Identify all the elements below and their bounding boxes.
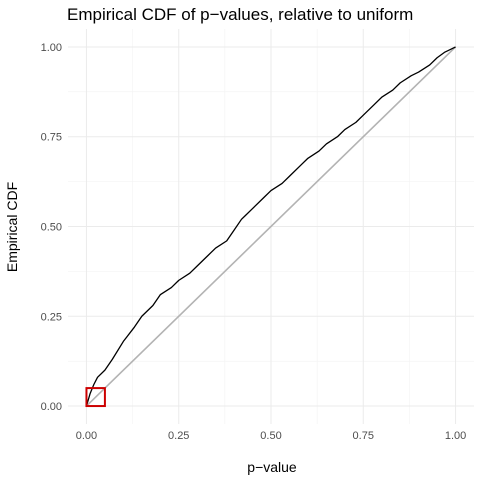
y-tick-label: 0.25 — [41, 311, 62, 323]
y-axis-title: Empirical CDF — [4, 182, 20, 272]
tick-labels: 0.00 0.25 0.50 0.75 1.00 0.00 0.25 0.50 0.75 1.00 — [41, 42, 467, 442]
chart-title: Empirical CDF of p−values, relative to u… — [67, 5, 413, 24]
y-tick-label: 0.50 — [41, 222, 62, 234]
y-tick-label: 0.75 — [41, 132, 62, 144]
x-axis-title: p−value — [247, 459, 297, 475]
grid-lines — [68, 29, 474, 424]
x-tick-label: 1.00 — [445, 430, 466, 442]
x-tick-label: 0.25 — [168, 430, 189, 442]
uniform-reference-line — [85, 46, 457, 407]
x-tick-label: 0.00 — [76, 430, 97, 442]
highlight-box — [85, 387, 106, 408]
y-tick-label: 1.00 — [41, 42, 62, 54]
x-tick-label: 0.50 — [260, 430, 281, 442]
ecdf-line — [85, 46, 456, 407]
data-layer — [85, 46, 457, 408]
x-tick-label: 0.75 — [353, 430, 374, 442]
y-tick-label: 0.00 — [41, 401, 62, 413]
